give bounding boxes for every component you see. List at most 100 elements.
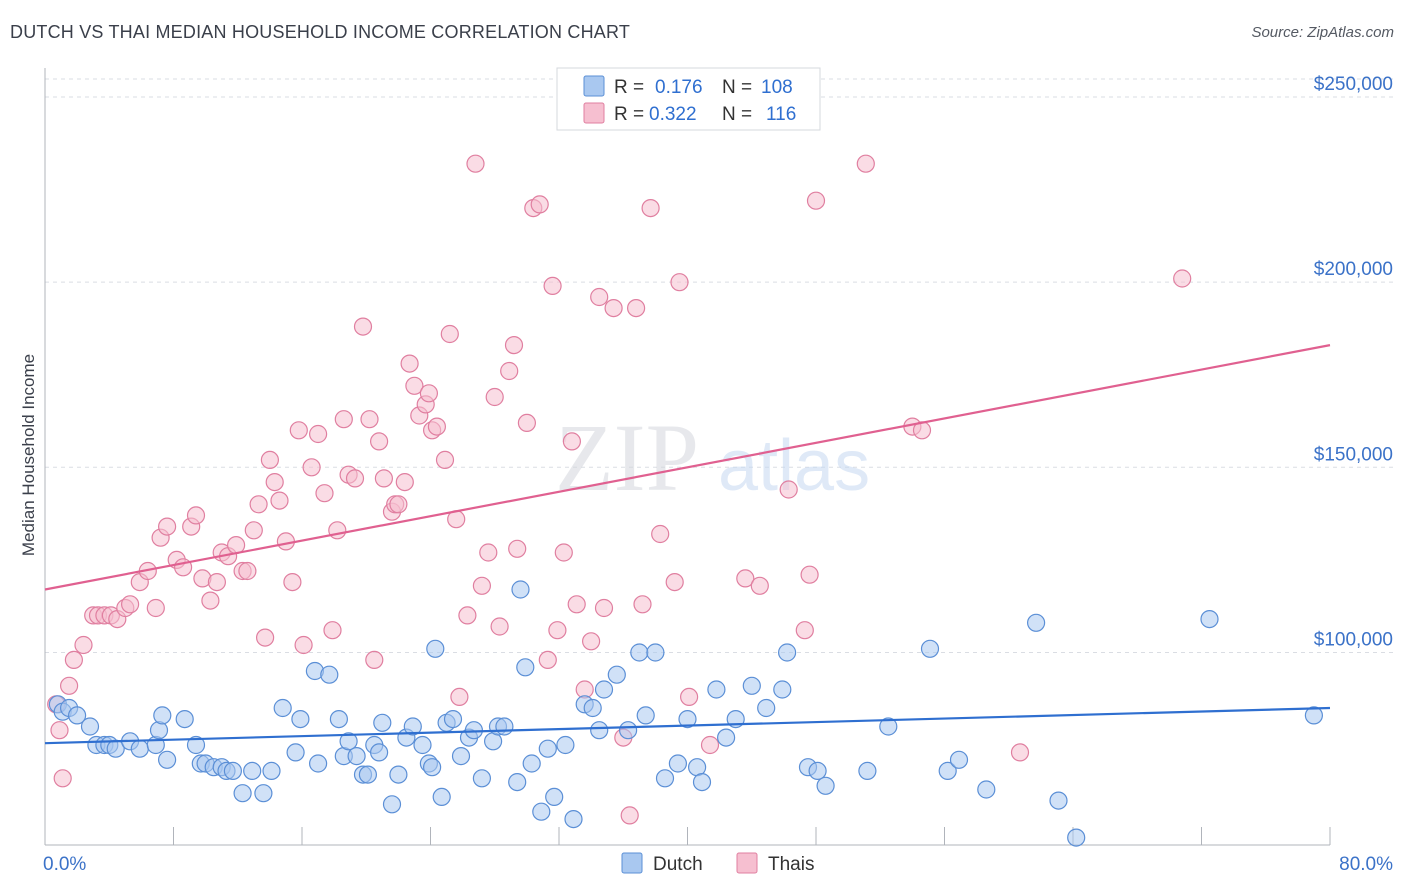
dutch-point xyxy=(556,735,575,755)
thais-point xyxy=(405,376,424,395)
thais-point xyxy=(270,491,289,510)
dutch-point xyxy=(1026,613,1046,632)
thais-point xyxy=(334,410,353,429)
legend-thais-label: Thais xyxy=(768,854,814,875)
thais-point xyxy=(1010,743,1030,762)
dutch-point xyxy=(777,643,797,662)
thais-swatch xyxy=(583,102,605,124)
dutch-point xyxy=(223,761,242,781)
dutch-point xyxy=(426,639,445,658)
thais-point xyxy=(450,687,469,707)
dutch-swatch xyxy=(583,75,605,97)
thais-point xyxy=(328,521,347,540)
thais-point xyxy=(207,572,226,592)
thais-point xyxy=(201,591,220,610)
thais-point xyxy=(389,495,408,514)
thais-point xyxy=(581,632,601,651)
dutch-point xyxy=(186,735,206,755)
thais-point xyxy=(435,450,455,469)
thais-point xyxy=(562,432,582,451)
dutch-point xyxy=(389,765,408,784)
source-credit: Source: ZipAtlas.com xyxy=(1251,24,1394,41)
thais-point xyxy=(665,572,684,592)
thais-point xyxy=(590,287,609,307)
thais-point xyxy=(309,424,328,444)
series-legend: Dutch Thais xyxy=(621,852,814,875)
y-tick-label: $250,000 xyxy=(1314,74,1393,95)
dutch-point xyxy=(773,680,792,699)
dutch-point xyxy=(949,750,969,769)
thais-point xyxy=(370,432,389,451)
dutch-point xyxy=(329,709,348,729)
thais-point xyxy=(604,299,623,318)
dutch-point xyxy=(538,739,557,758)
x-tick-label: 80.0% xyxy=(1339,854,1393,875)
legend-dutch-label: Dutch xyxy=(653,854,703,875)
thais-point xyxy=(289,421,308,440)
thais-point xyxy=(800,565,819,584)
dutch-point xyxy=(516,658,535,677)
dutch-point xyxy=(432,787,451,807)
dutch-point xyxy=(130,739,149,758)
x-tick-label: 0.0% xyxy=(43,854,86,875)
dutch-point xyxy=(67,706,87,725)
thais-point xyxy=(59,676,79,695)
thais-point xyxy=(543,276,562,295)
thais-point xyxy=(146,598,165,618)
dutch-point xyxy=(618,721,638,740)
thais-point xyxy=(472,576,491,595)
thais-point xyxy=(567,595,586,614)
thais-point xyxy=(620,806,639,825)
axes xyxy=(44,68,1331,846)
dutch-point xyxy=(153,706,172,725)
thais-point xyxy=(323,621,342,640)
thais-point xyxy=(530,195,549,214)
dutch-point xyxy=(938,761,957,781)
thais-point xyxy=(538,650,557,670)
dutch-point xyxy=(590,721,609,740)
trendlines xyxy=(44,344,1331,745)
thais-point xyxy=(345,469,365,488)
thais-point xyxy=(244,521,263,540)
thais-point xyxy=(626,299,646,318)
thais-point xyxy=(427,417,446,436)
chart-title: DUTCH VS THAI MEDIAN HOUSEHOLD INCOME CO… xyxy=(10,22,631,42)
dutch-trendline xyxy=(44,706,1331,745)
dutch-point xyxy=(583,698,602,718)
dutch-point xyxy=(630,643,649,662)
dutch-point xyxy=(879,717,898,736)
thais-point xyxy=(500,361,519,381)
dutch-point xyxy=(443,709,463,729)
dutch-point xyxy=(472,769,491,788)
dutch-point xyxy=(757,698,776,718)
dutch-point xyxy=(716,728,736,747)
thais-point xyxy=(50,721,69,740)
dutch-point xyxy=(262,761,281,781)
dutch-point xyxy=(532,802,551,821)
dutch-point xyxy=(1067,828,1086,847)
dutch-point xyxy=(564,809,583,829)
legend-n-value-thais: 116 xyxy=(766,104,796,125)
thais-point xyxy=(548,621,567,640)
dutch-point xyxy=(358,765,377,784)
dutch-point xyxy=(808,761,827,781)
thais-point xyxy=(360,410,379,429)
dutch-point xyxy=(594,680,614,699)
thais-point xyxy=(186,506,206,525)
legend-thais-swatch xyxy=(736,852,758,874)
thais-point xyxy=(302,458,321,477)
dutch-point xyxy=(977,780,996,799)
dutch-point xyxy=(273,698,292,718)
thais-point xyxy=(641,199,660,218)
thais-point xyxy=(440,324,459,344)
dutch-point xyxy=(1304,706,1324,725)
legend-n-value-dutch: 108 xyxy=(761,77,793,98)
legend-n-label-thais: N = xyxy=(722,104,752,125)
thais-point xyxy=(158,517,177,536)
dutch-point xyxy=(149,721,169,740)
dutch-point xyxy=(320,665,339,684)
thais-point xyxy=(395,473,414,492)
y-tick-labels: $100,000 $150,000 $200,000 $250,000 xyxy=(1314,74,1393,650)
dutch-point xyxy=(423,758,442,777)
dutch-point xyxy=(495,717,514,736)
